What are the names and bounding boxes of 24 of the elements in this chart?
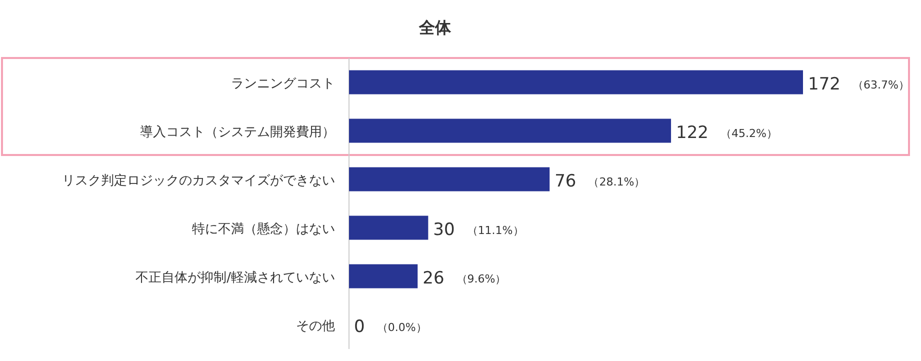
data-label: 122 [676,122,708,143]
chart-title: 全体 [418,18,452,37]
data-label: 30 [433,220,455,240]
y-tick-label: 不正自体が抑制/軽減されていない [136,270,335,286]
bar [349,70,803,94]
annotation: （9.6%） [456,272,506,286]
data-label: 26 [422,268,444,288]
text: （63.7%） [852,78,910,92]
bar [349,216,428,240]
bar [349,118,672,143]
data-label: 76 [554,171,576,192]
y-tick-label: 導入コスト（システム開発費用） [140,124,335,140]
annotation: （0.0%） [376,320,427,334]
y-tick-label: 特に不満（懸念）はない [192,222,335,237]
bar [349,167,550,192]
y-tick-label: その他 [296,318,335,334]
annotation: （45.2%） [720,126,778,140]
annotation: （11.1%） [466,224,524,237]
y-tick-label: リスク判定ロジックのカスタマイズができない [62,173,335,188]
data-label: 0 [354,316,365,337]
y-tick-label: ランニングコスト [231,76,335,92]
annotation: （28.1%） [588,175,646,188]
bar [349,264,418,288]
data-label: 172 [808,74,840,94]
